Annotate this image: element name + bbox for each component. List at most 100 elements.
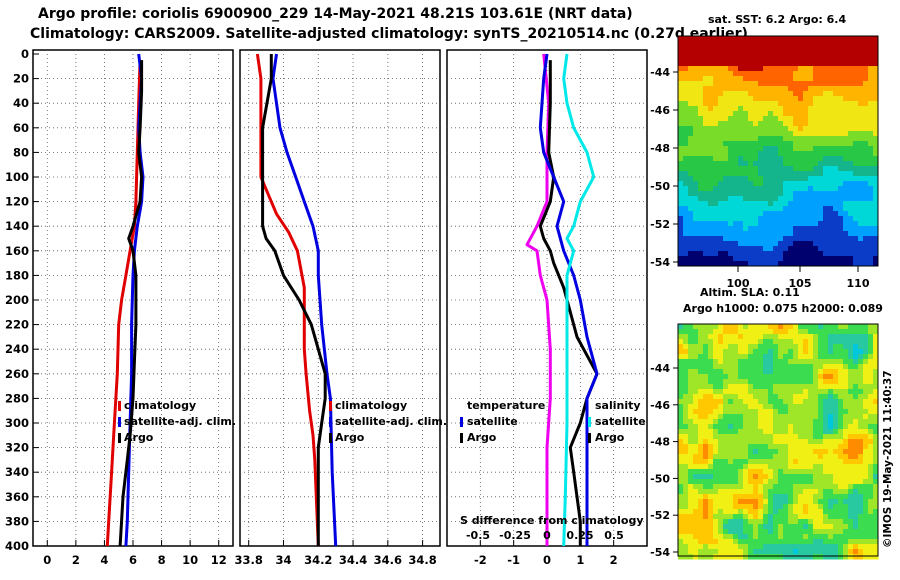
sla-cell	[853, 359, 859, 365]
sst-cell	[738, 176, 744, 182]
sla-cell	[758, 369, 764, 375]
sst-cell	[848, 211, 854, 217]
sla-cell	[758, 449, 764, 455]
sst-cell	[683, 241, 689, 247]
sla-cell	[788, 349, 794, 355]
sla-cell	[698, 354, 704, 360]
sst-cell	[823, 226, 829, 232]
sst-cell	[788, 66, 794, 72]
sst-cell	[688, 126, 694, 132]
sla-cell	[848, 354, 854, 360]
sst-cell	[778, 236, 784, 242]
sla-cell	[758, 394, 764, 400]
sst-cell	[763, 156, 769, 162]
sst-cell	[838, 141, 844, 147]
sla-cell	[838, 509, 844, 515]
sla-cell	[758, 364, 764, 370]
sst-cell	[778, 231, 784, 237]
sla-cell	[823, 404, 829, 410]
sla-cell	[808, 384, 814, 390]
sla-cell	[853, 394, 859, 400]
sst-cell	[718, 111, 724, 117]
sst-cell	[858, 131, 864, 137]
sst-cell	[718, 121, 724, 127]
sst-cell	[688, 81, 694, 87]
sst-cell	[733, 61, 739, 67]
sla-cell	[873, 419, 879, 425]
sst-cell	[733, 81, 739, 87]
sla-cell	[738, 364, 744, 370]
sst-cell	[818, 121, 824, 127]
sst-cell	[873, 216, 879, 222]
depth-tick-label: 380	[5, 514, 29, 528]
sst-cell	[713, 111, 719, 117]
sst-cell	[763, 166, 769, 172]
sst-cell	[733, 46, 739, 52]
sst-cell	[738, 241, 744, 247]
sla-cell	[818, 424, 824, 430]
sst-cell	[858, 121, 864, 127]
sst-cell	[863, 116, 869, 122]
sst-cell	[753, 161, 759, 167]
sla-cell	[778, 454, 784, 460]
sst-cell	[693, 121, 699, 127]
sla-cell	[688, 529, 694, 535]
sla-cell	[703, 409, 709, 415]
sst-cell	[683, 151, 689, 157]
sla-cell	[693, 554, 699, 560]
sla-cell	[723, 484, 729, 490]
sst-cell	[833, 156, 839, 162]
sla-cell	[798, 324, 804, 330]
sla-map-title-2: Argo h1000: 0.075 h2000: 0.089	[683, 302, 883, 315]
sla-cell	[853, 384, 859, 390]
sla-cell	[718, 424, 724, 430]
sst-cell	[863, 206, 869, 212]
sst-cell	[828, 106, 834, 112]
sla-cell	[848, 519, 854, 525]
sst-cell	[733, 66, 739, 72]
sst-cell	[728, 201, 734, 207]
sla-cell	[753, 399, 759, 405]
sla-cell	[823, 379, 829, 385]
sla-cell	[818, 519, 824, 525]
sst-cell	[718, 146, 724, 152]
sla-cell	[713, 439, 719, 445]
sla-cell	[848, 544, 854, 550]
sla-cell	[733, 469, 739, 475]
sla-cell	[788, 424, 794, 430]
sst-cell	[693, 246, 699, 252]
sla-cell	[713, 369, 719, 375]
diff-secondary-tick-label: 0.5	[604, 529, 624, 542]
sst-cell	[678, 256, 684, 262]
sst-cell	[833, 166, 839, 172]
sst-cell	[788, 256, 794, 262]
sst-cell	[763, 231, 769, 237]
sla-map-title-1: Altim. SLA: 0.11	[700, 286, 800, 299]
sst-cell	[733, 226, 739, 232]
sla-cell	[828, 359, 834, 365]
sst-cell	[683, 156, 689, 162]
sst-cell	[843, 86, 849, 92]
sst-cell	[738, 216, 744, 222]
sst-cell	[838, 206, 844, 212]
sst-cell	[738, 236, 744, 242]
sla-cell	[678, 324, 684, 330]
depth-tick-label: 100	[5, 170, 29, 184]
sst-cell	[838, 226, 844, 232]
sla-cell	[858, 344, 864, 350]
sla-cell	[818, 374, 824, 380]
sla-cell	[833, 519, 839, 525]
sla-cell	[783, 374, 789, 380]
sla-cell	[683, 544, 689, 550]
sla-cell	[768, 499, 774, 505]
sst-cell	[683, 186, 689, 192]
sst-cell	[708, 46, 714, 52]
sst-cell	[683, 96, 689, 102]
sla-cell	[763, 394, 769, 400]
sla-cell	[748, 414, 754, 420]
sst-cell	[798, 176, 804, 182]
sla-cell	[793, 389, 799, 395]
sst-cell	[763, 81, 769, 87]
sla-cell	[688, 519, 694, 525]
sst-cell	[708, 186, 714, 192]
